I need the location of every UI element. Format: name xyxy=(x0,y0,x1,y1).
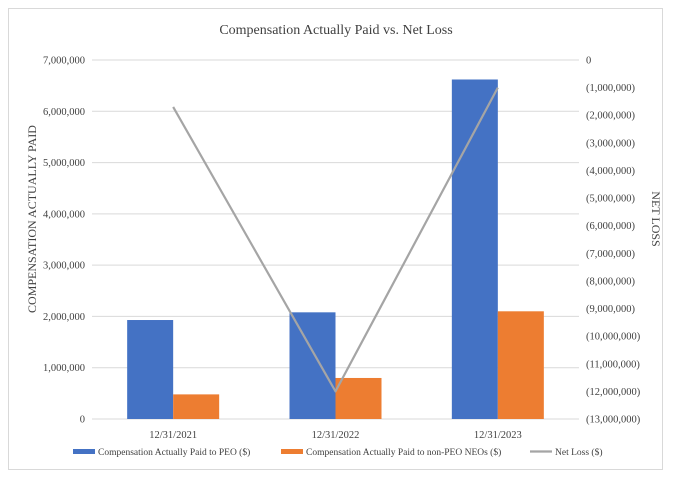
legend-peo-label: Compensation Actually Paid to PEO ($) xyxy=(98,447,250,458)
legend-non-peo-label: Compensation Actually Paid to non-PEO NE… xyxy=(306,447,501,458)
y2-tick-label: (6,000,000) xyxy=(586,221,635,232)
legend-peo-swatch xyxy=(73,449,95,454)
y-tick-label: 4,000,000 xyxy=(43,209,85,220)
x-tick-label: 12/31/2023 xyxy=(474,430,522,441)
left-axis-ticks: 0 1,000,000 2,000,000 3,000,000 4,000,000 5,0… xyxy=(43,56,85,426)
y2-tick-label: (12,000,000) xyxy=(586,387,641,398)
bar-peo-2 xyxy=(451,79,498,419)
y-tick-label: 1,000,000 xyxy=(43,363,85,374)
y2-tick-label: (9,000,000) xyxy=(586,304,635,315)
bars xyxy=(127,79,544,419)
y-tick-label: 7,000,000 xyxy=(43,56,85,67)
y2-tick-label: (2,000,000) xyxy=(586,111,635,122)
right-axis-ticks: 0 (1,000,000) (2,000,000) (3,000,000) (4,000… xyxy=(586,56,641,426)
y2-tick-label: (3,000,000) xyxy=(586,138,635,149)
y2-axis-title: NET LOSS xyxy=(649,191,663,246)
bar-non-peo-2 xyxy=(497,311,544,419)
x-axis-ticks: 12/31/2021 12/31/2022 12/31/2023 xyxy=(149,430,522,441)
y2-tick-label: (11,000,000) xyxy=(586,359,640,370)
y2-tick-label: (7,000,000) xyxy=(586,249,635,260)
y-tick-label: 5,000,000 xyxy=(43,158,85,169)
y2-tick-label: (10,000,000) xyxy=(586,332,641,343)
legend: Compensation Actually Paid to PEO ($) Com… xyxy=(73,447,603,458)
y2-tick-label: (13,000,000) xyxy=(586,415,641,426)
y2-tick-label: 0 xyxy=(586,56,591,67)
bar-peo-1 xyxy=(289,312,336,419)
legend-non-peo-swatch xyxy=(281,449,303,454)
x-tick-label: 12/31/2021 xyxy=(149,430,197,441)
x-tick-label: 12/31/2022 xyxy=(312,430,360,441)
y-axis-title: COMPENSATION ACTUALLY PAID xyxy=(25,125,39,313)
y2-tick-label: (1,000,000) xyxy=(586,83,635,94)
chart-frame: Compensation Actually Paid vs. Net Loss … xyxy=(8,8,663,470)
bar-non-peo-1 xyxy=(335,377,382,419)
line-series xyxy=(172,87,499,393)
y2-tick-label: (5,000,000) xyxy=(586,194,635,205)
bar-peo-0 xyxy=(127,320,174,419)
y-tick-label: 3,000,000 xyxy=(43,261,85,272)
bar-non-peo-0 xyxy=(173,394,220,419)
y-tick-label: 2,000,000 xyxy=(43,312,85,323)
y2-tick-label: (4,000,000) xyxy=(586,166,635,177)
y-tick-label: 0 xyxy=(80,415,85,426)
chart-title: Compensation Actually Paid vs. Net Loss xyxy=(219,23,452,38)
chart: Compensation Actually Paid vs. Net Loss … xyxy=(25,23,663,458)
legend-net-loss-label: Net Loss ($) xyxy=(555,447,603,458)
y2-tick-label: (8,000,000) xyxy=(586,276,635,287)
y-tick-label: 6,000,000 xyxy=(43,107,85,118)
